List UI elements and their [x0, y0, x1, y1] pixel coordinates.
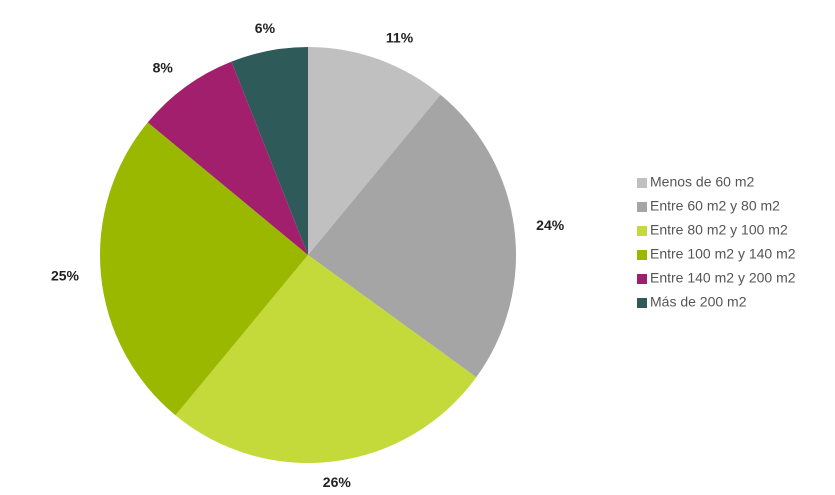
value-label: 8% — [153, 60, 174, 76]
value-label: 24% — [536, 217, 565, 233]
legend-swatch — [637, 202, 647, 212]
legend-swatch — [637, 298, 647, 308]
legend-label: Menos de 60 m2 — [650, 174, 754, 190]
pie-slice — [231, 47, 308, 255]
legend-swatch — [637, 226, 647, 236]
legend-label: Entre 60 m2 y 80 m2 — [650, 198, 780, 214]
value-label: 11% — [386, 29, 414, 45]
legend-label: Entre 80 m2 y 100 m2 — [650, 222, 788, 238]
pie-slice — [100, 122, 308, 416]
pie-slice — [147, 61, 308, 255]
value-label: 26% — [323, 474, 352, 490]
legend-swatch — [637, 178, 647, 188]
pie-slice — [308, 94, 517, 378]
legend-label: Entre 140 m2 y 200 m2 — [650, 270, 796, 286]
pie-slice — [175, 255, 477, 464]
value-label: 25% — [51, 267, 80, 283]
pie-slice — [308, 47, 441, 255]
legend-label: Entre 100 m2 y 140 m2 — [650, 246, 796, 262]
legend-swatch — [637, 274, 647, 284]
legend-label: Más de 200 m2 — [650, 294, 747, 310]
legend-swatch — [637, 250, 647, 260]
value-label: 6% — [255, 20, 276, 36]
